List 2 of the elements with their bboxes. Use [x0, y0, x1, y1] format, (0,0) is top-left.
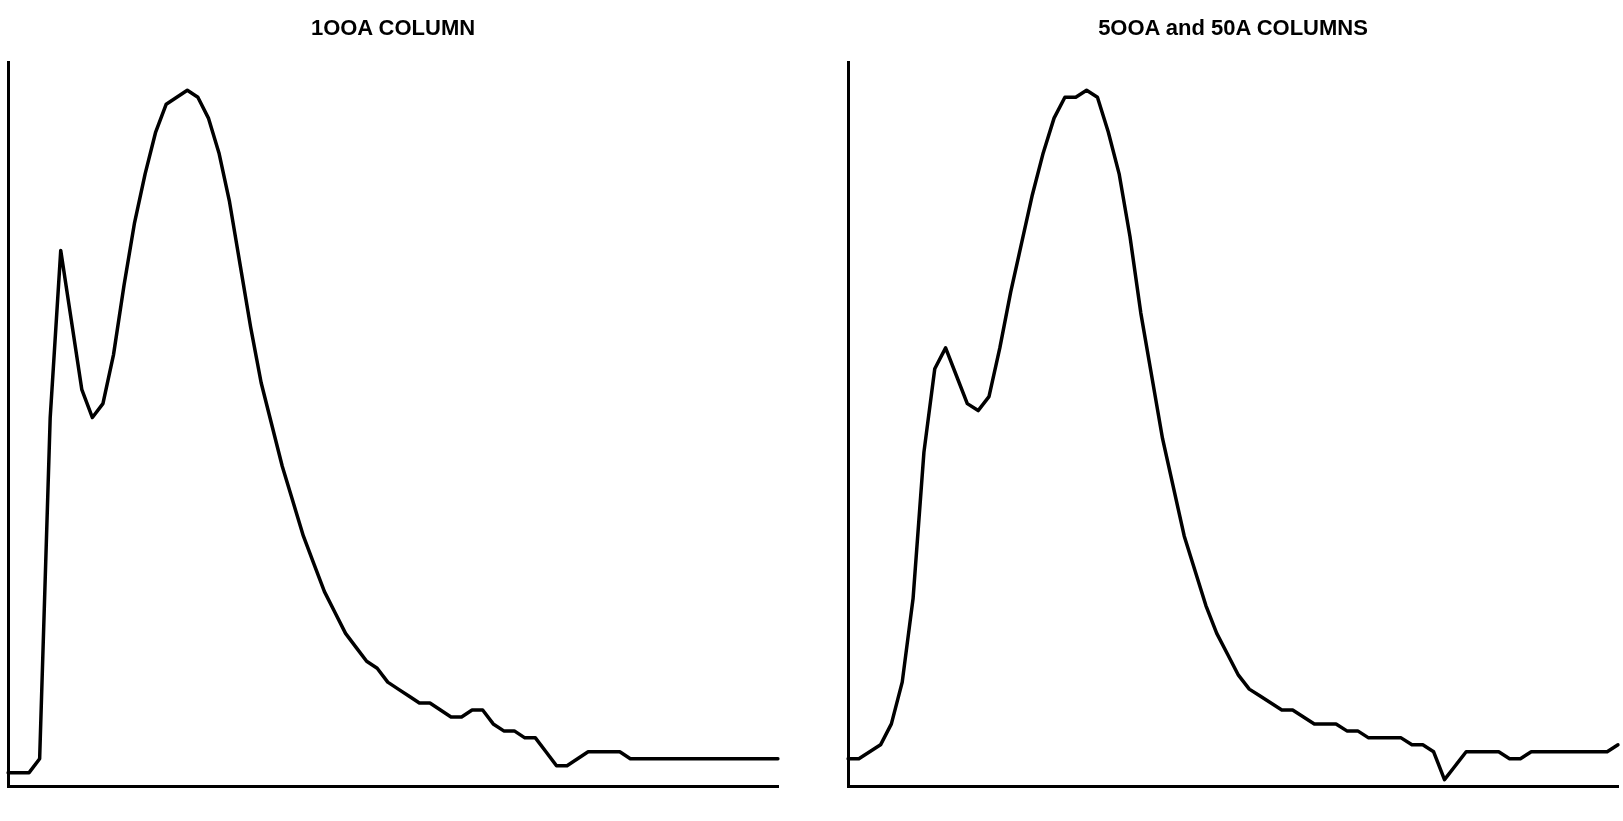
chart-title: 5OOA and 50A COLUMNS: [1098, 15, 1368, 41]
chart-title: 1OOA COLUMN: [310, 15, 476, 41]
